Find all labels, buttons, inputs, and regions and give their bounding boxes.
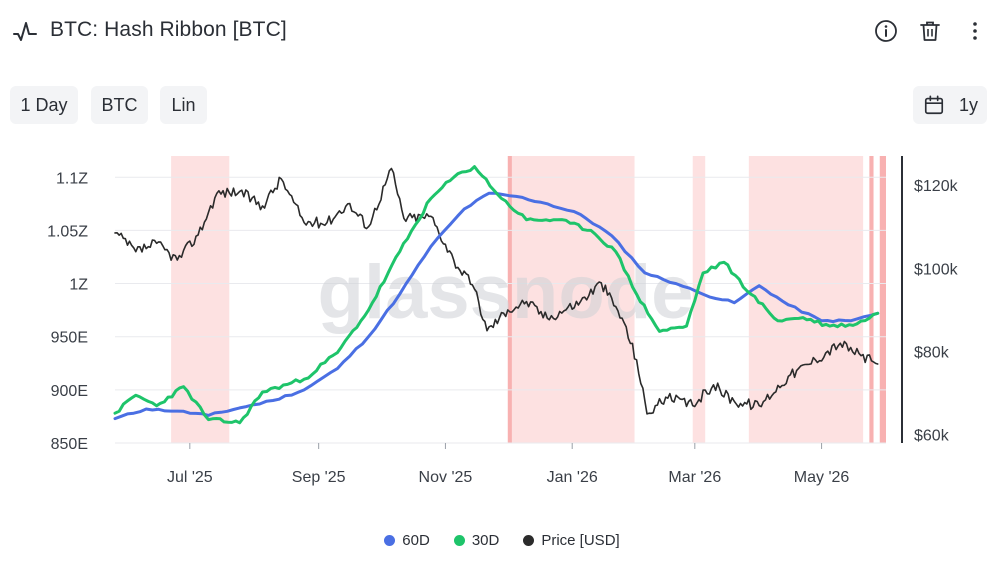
info-icon [875, 20, 897, 42]
y-left-tick-label: 850E [51, 436, 88, 453]
legend-swatch-price [523, 534, 535, 546]
capitulation-band [171, 156, 230, 443]
resolution-select[interactable]: 1 Day [10, 86, 78, 124]
capitulation-band [869, 156, 874, 443]
calendar-icon [924, 95, 944, 115]
x-tick-label: May '26 [794, 469, 850, 486]
more-options-button[interactable] [960, 16, 990, 46]
capitulation-band [511, 156, 635, 443]
legend-item-60d[interactable]: 60D [384, 528, 430, 552]
y-left-tick-label: 900E [51, 383, 88, 400]
trash-icon [920, 21, 940, 41]
y-right-tick-label: $80k [914, 344, 950, 361]
legend-item-price[interactable]: Price [USD] [523, 528, 620, 552]
chart-toolbar: 1 Day BTC Lin 1y [0, 86, 1004, 124]
y-left-tick-label: 1.05Z [47, 223, 88, 240]
more-vertical-icon [973, 22, 977, 40]
x-tick-label: Nov '25 [419, 469, 473, 486]
series-line-price-usd[interactable] [114, 167, 879, 415]
legend-label-price: Price [USD] [541, 531, 620, 549]
delete-button[interactable] [915, 16, 945, 46]
x-tick-label: Mar '26 [668, 469, 721, 486]
y-right-tick-label: $60k [914, 428, 950, 445]
capitulation-band [507, 156, 512, 443]
chart-area[interactable]: 850E 900E 950E 1Z 1.05Z 1.1Z glassnode $60k $80k… [0, 140, 1004, 500]
x-tick-label: Jul '25 [167, 469, 213, 486]
legend-swatch-60d [384, 534, 396, 546]
legend-item-30d[interactable]: 30D [453, 528, 500, 552]
chart-pulse-icon [13, 22, 37, 41]
info-button[interactable] [871, 16, 901, 46]
y-left-tick-label: 950E [51, 330, 88, 347]
y-left-tick-label: 1.1Z [56, 170, 88, 187]
legend-label-60d: 60D [402, 531, 430, 549]
capitulation-band [692, 156, 706, 443]
series-line-30d[interactable] [113, 165, 880, 425]
x-tick-label: Jan '26 [547, 469, 598, 486]
y-left-tick-label: 1Z [69, 277, 88, 294]
legend-swatch-30d [453, 534, 465, 546]
chart-legend: 60D 30D Price [USD] [0, 528, 1004, 552]
capitulation-band [879, 156, 886, 443]
x-tick-label: Sep '25 [292, 469, 346, 486]
date-range-label: 1y [959, 94, 979, 115]
hash-ribbon-chart[interactable]: 850E900E950E1Z1.05Z1.1Zglassnode$60k$80k… [0, 140, 1004, 500]
date-range-picker[interactable]: 1y [913, 86, 987, 124]
page-title: BTC: Hash Ribbon [BTC] [50, 18, 287, 41]
legend-label-30d: 30D [471, 531, 500, 549]
y-right-tick-label: $100k [914, 261, 959, 278]
y-right-tick-label: $120k [914, 178, 959, 195]
scale-toggle[interactable]: Lin [160, 86, 207, 124]
asset-select[interactable]: BTC [91, 86, 148, 124]
chart-header: BTC: Hash Ribbon [BTC] [0, 0, 1004, 62]
